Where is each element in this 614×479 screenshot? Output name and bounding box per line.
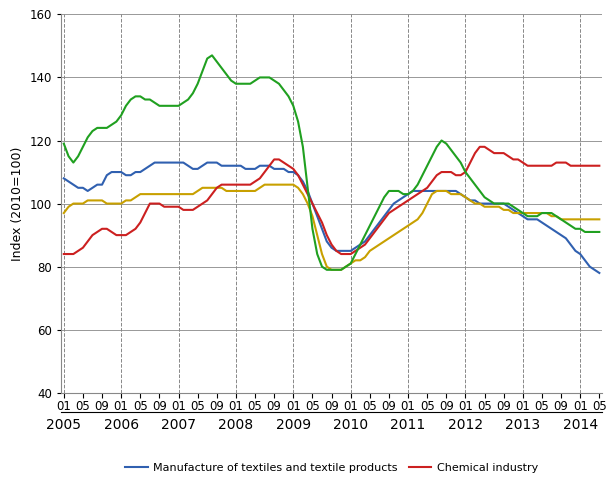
Manufacture of paper and paper products: [596, 217, 603, 222]
Manufacture of paper and paper products: [472, 201, 479, 206]
Chemical industry: [60, 251, 68, 257]
Manufacture of paper and paper products: [74, 201, 82, 206]
Manufacture of paper and paper products: [261, 182, 268, 188]
Chemical industry: [74, 248, 82, 254]
Manufacture of textiles and textile products: [510, 207, 517, 213]
Manufacture of paper and paper products: [515, 210, 522, 216]
Line: Manufacture of textiles and textile products: Manufacture of textiles and textile prod…: [64, 162, 599, 273]
Manufacture of textiles and textile products: [151, 160, 158, 165]
Manufacture of paper and paper products: [79, 201, 87, 206]
Metal industry: [208, 53, 216, 58]
Metal industry: [79, 144, 87, 150]
Manufacture of paper and paper products: [232, 188, 239, 194]
Metal industry: [74, 153, 82, 159]
Manufacture of textiles and textile products: [74, 185, 82, 191]
Line: Metal industry: Metal industry: [64, 56, 599, 270]
Chemical industry: [476, 144, 483, 150]
Chemical industry: [510, 157, 517, 162]
Legend: Manufacture of textiles and textile products, Manufacture of paper and paper pro: Manufacture of textiles and textile prod…: [121, 458, 542, 479]
Manufacture of paper and paper products: [328, 267, 335, 273]
Line: Chemical industry: Chemical industry: [64, 147, 599, 254]
Manufacture of textiles and textile products: [596, 270, 603, 276]
Chemical industry: [232, 182, 239, 188]
Manufacture of paper and paper products: [567, 217, 574, 222]
Y-axis label: Index (2010=100): Index (2010=100): [12, 147, 25, 261]
Metal industry: [515, 207, 522, 213]
Metal industry: [567, 223, 574, 228]
Metal industry: [323, 267, 330, 273]
Line: Manufacture of paper and paper products: Manufacture of paper and paper products: [64, 185, 599, 270]
Metal industry: [237, 81, 244, 87]
Manufacture of paper and paper products: [60, 210, 68, 216]
Manufacture of textiles and textile products: [60, 175, 68, 181]
Metal industry: [60, 141, 68, 147]
Metal industry: [596, 229, 603, 235]
Manufacture of textiles and textile products: [237, 163, 244, 169]
Manufacture of textiles and textile products: [467, 197, 474, 203]
Manufacture of textiles and textile products: [79, 185, 87, 191]
Chemical industry: [462, 169, 469, 175]
Chemical industry: [562, 160, 570, 165]
Chemical industry: [79, 245, 87, 251]
Manufacture of textiles and textile products: [562, 235, 570, 241]
Metal industry: [472, 182, 479, 188]
Chemical industry: [596, 163, 603, 169]
